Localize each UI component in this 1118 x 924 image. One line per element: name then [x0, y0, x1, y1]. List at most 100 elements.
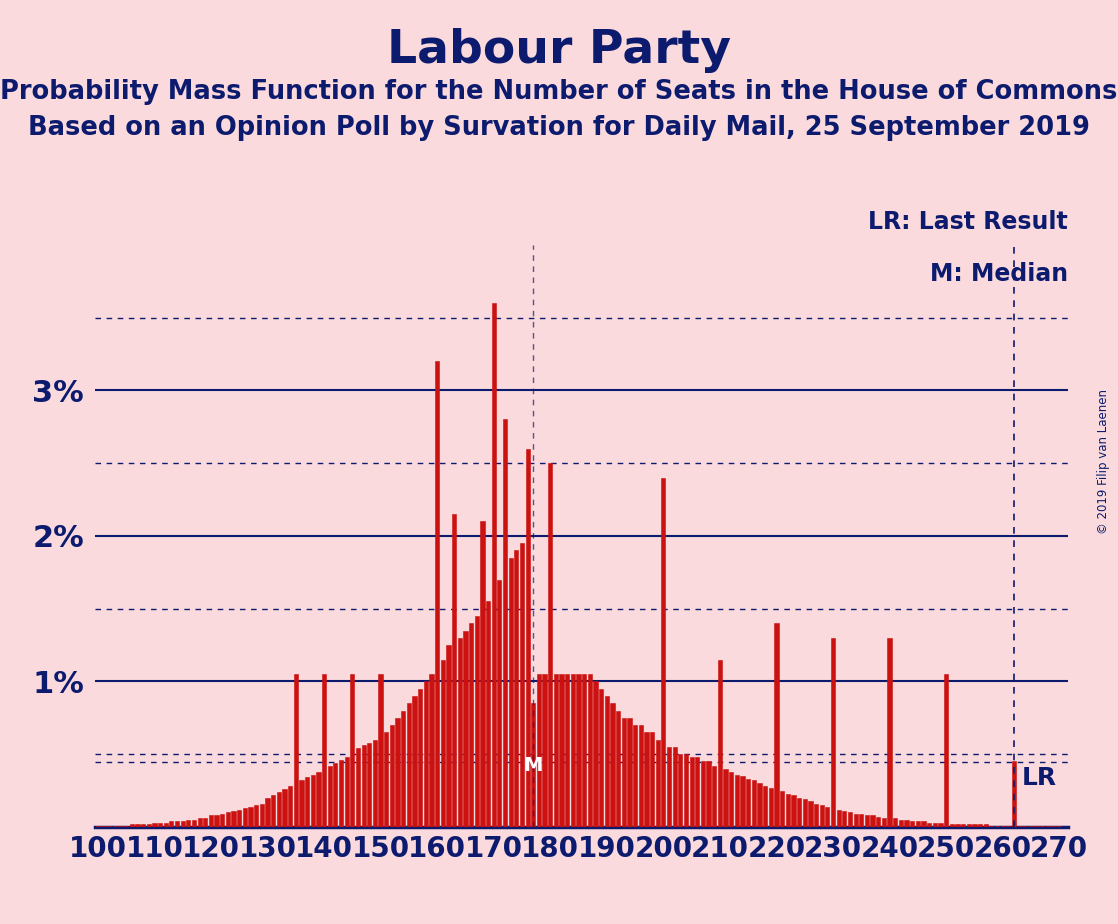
Bar — [457, 638, 462, 827]
Bar — [429, 675, 434, 827]
Bar — [740, 776, 745, 827]
Bar — [882, 819, 887, 827]
Bar — [819, 805, 824, 827]
Bar — [622, 718, 626, 827]
Bar — [413, 696, 417, 827]
Bar — [707, 761, 711, 827]
Bar — [446, 645, 451, 827]
Bar — [424, 682, 428, 827]
Bar — [995, 825, 999, 827]
Bar — [259, 804, 264, 827]
Bar — [300, 781, 304, 827]
Bar — [379, 675, 382, 827]
Bar — [486, 602, 490, 827]
Bar — [396, 718, 400, 827]
Bar — [859, 814, 863, 827]
Bar — [735, 774, 739, 827]
Bar — [328, 766, 332, 827]
Bar — [718, 660, 722, 827]
Bar — [418, 688, 423, 827]
Bar — [124, 825, 129, 827]
Bar — [803, 799, 807, 827]
Bar — [797, 797, 802, 827]
Bar — [729, 772, 733, 827]
Bar — [135, 824, 140, 827]
Bar — [276, 792, 281, 827]
Bar — [220, 814, 225, 827]
Bar — [661, 478, 665, 827]
Bar — [254, 805, 258, 827]
Bar — [565, 675, 569, 827]
Bar — [283, 789, 286, 827]
Bar — [1051, 825, 1055, 827]
Bar — [893, 819, 898, 827]
Bar — [520, 543, 524, 827]
Bar — [599, 688, 604, 827]
Bar — [163, 822, 168, 827]
Bar — [559, 675, 563, 827]
Bar — [187, 820, 190, 827]
Bar — [231, 811, 236, 827]
Bar — [921, 821, 926, 827]
Bar — [503, 419, 508, 827]
Bar — [757, 784, 761, 827]
Bar — [944, 675, 948, 827]
Bar — [102, 825, 105, 827]
Text: Probability Mass Function for the Number of Seats in the House of Commons: Probability Mass Function for the Number… — [0, 79, 1118, 104]
Bar — [440, 660, 445, 827]
Text: M: Median: M: Median — [929, 262, 1068, 286]
Bar — [655, 739, 660, 827]
Bar — [610, 703, 615, 827]
Bar — [288, 786, 292, 827]
Bar — [961, 824, 965, 827]
Bar — [978, 824, 982, 827]
Bar — [452, 514, 456, 827]
Text: M: M — [523, 756, 543, 774]
Bar — [390, 725, 394, 827]
Bar — [949, 824, 954, 827]
Bar — [932, 822, 937, 827]
Bar — [215, 815, 219, 827]
Bar — [633, 725, 637, 827]
Bar — [1001, 825, 1005, 827]
Bar — [372, 739, 377, 827]
Bar — [916, 821, 920, 827]
Bar — [780, 791, 784, 827]
Bar — [910, 821, 915, 827]
Bar — [1040, 825, 1044, 827]
Bar — [316, 772, 321, 827]
Bar — [775, 623, 778, 827]
Bar — [107, 825, 112, 827]
Bar — [119, 825, 123, 827]
Bar — [769, 787, 773, 827]
Bar — [808, 801, 813, 827]
Bar — [1012, 761, 1016, 827]
Bar — [209, 815, 214, 827]
Bar — [169, 821, 173, 827]
Bar — [1023, 825, 1027, 827]
Bar — [509, 558, 513, 827]
Bar — [644, 733, 648, 827]
Bar — [311, 774, 315, 827]
Bar — [361, 746, 366, 827]
Bar — [553, 675, 558, 827]
Bar — [973, 824, 976, 827]
Bar — [514, 551, 519, 827]
Bar — [152, 822, 157, 827]
Bar — [542, 675, 547, 827]
Bar — [537, 675, 541, 827]
Bar — [1006, 825, 1011, 827]
Bar — [525, 449, 530, 827]
Bar — [401, 711, 406, 827]
Bar — [1029, 825, 1033, 827]
Bar — [498, 579, 502, 827]
Bar — [616, 711, 620, 827]
Bar — [481, 521, 484, 827]
Bar — [294, 675, 297, 827]
Bar — [927, 822, 931, 827]
Bar — [723, 769, 728, 827]
Bar — [865, 815, 869, 827]
Bar — [695, 757, 700, 827]
Bar — [792, 795, 796, 827]
Bar — [588, 675, 591, 827]
